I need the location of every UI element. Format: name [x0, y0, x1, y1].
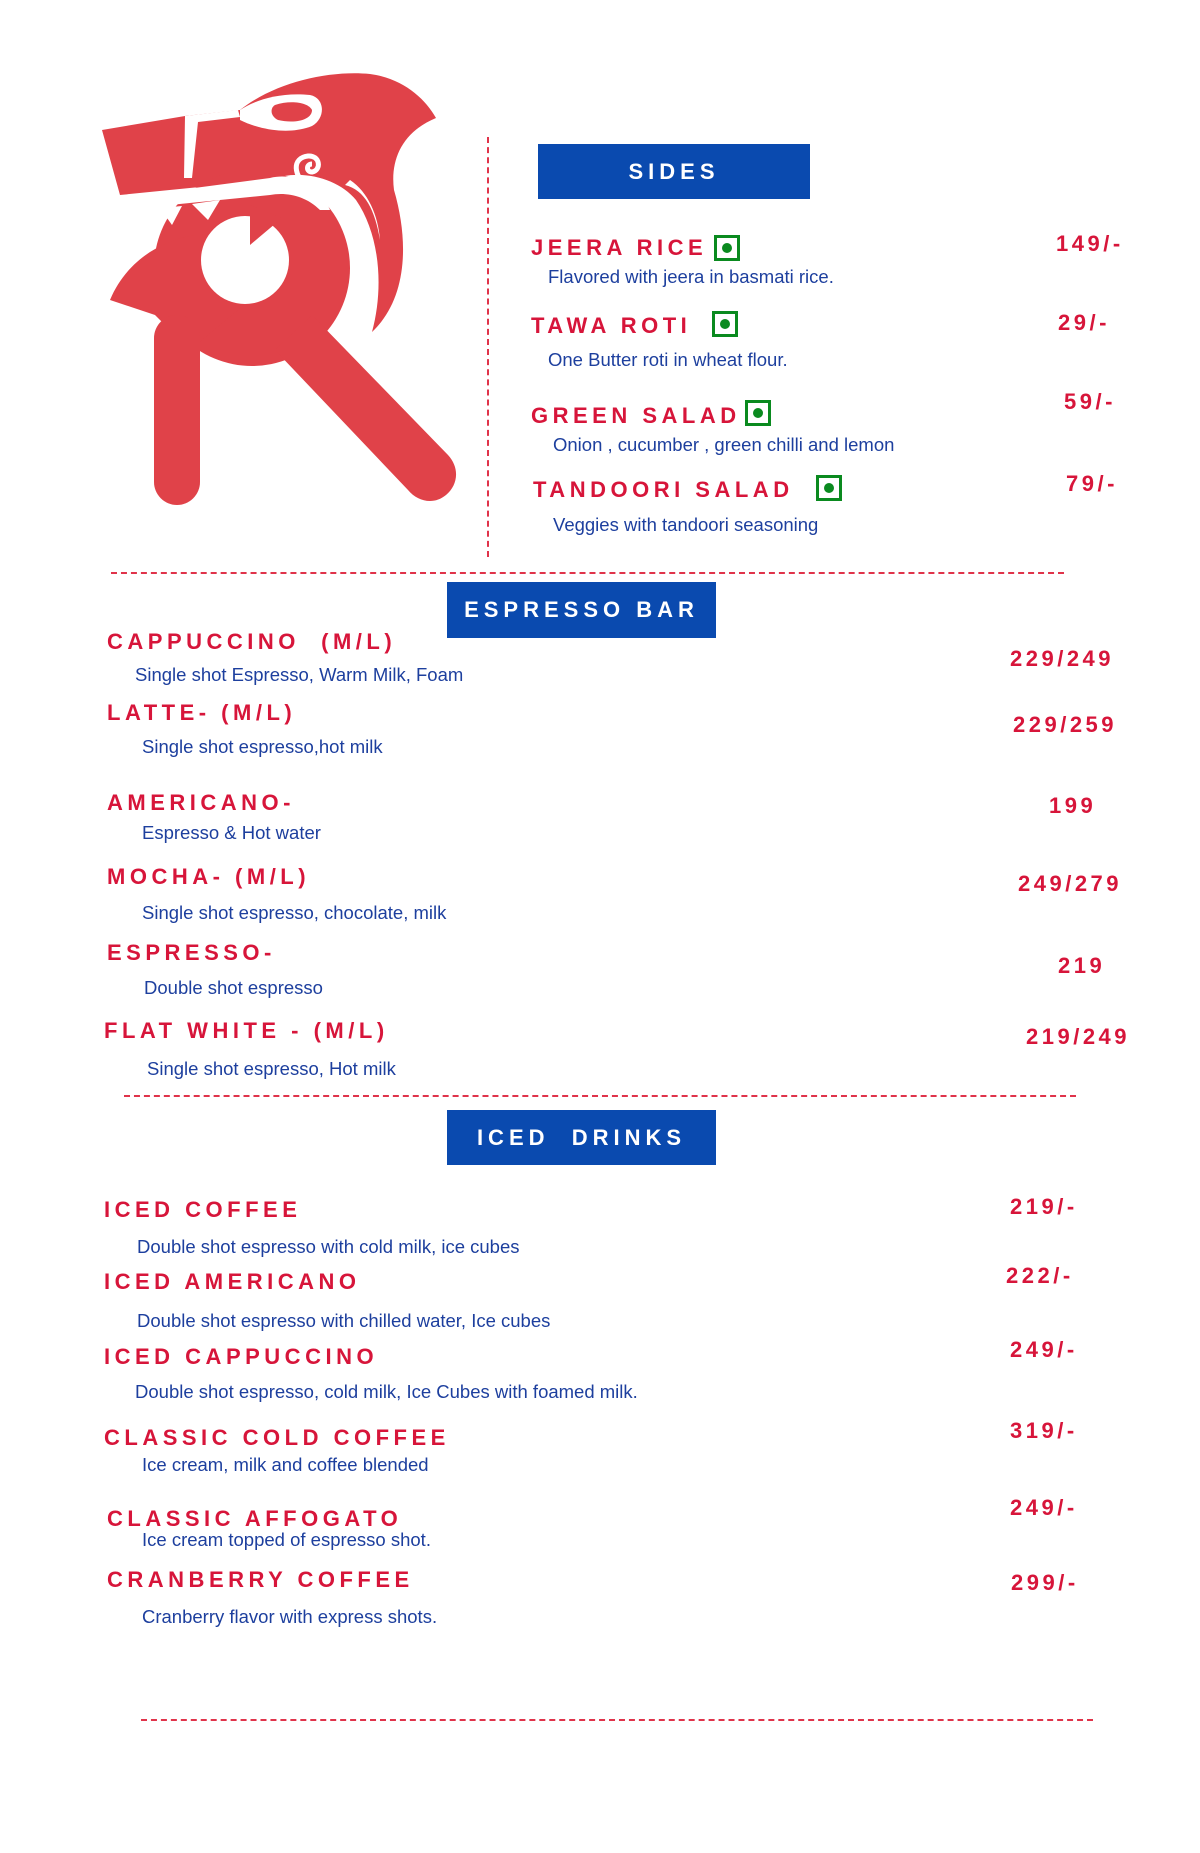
item-name: CLASSIC AFFOGATO: [107, 1506, 403, 1531]
espresso-bar-header: ESPRESSO BAR: [447, 582, 716, 638]
item-name: CAPPUCCINO (M/L): [107, 629, 397, 654]
item-desc: Single shot espresso,hot milk: [142, 736, 383, 757]
item-price: 219/249: [1026, 1024, 1131, 1049]
item-desc: Double shot espresso, cold milk, Ice Cub…: [135, 1381, 638, 1402]
item-desc: Double shot espresso: [144, 977, 323, 998]
item-desc: Double shot espresso with chilled water,…: [137, 1310, 551, 1331]
item-name: LATTE- (M/L): [107, 700, 297, 725]
iced-drinks-header: ICED DRINKS: [447, 1110, 716, 1165]
section-divider: [141, 1719, 1093, 1721]
item-price: 249/-: [1010, 1495, 1078, 1520]
section-divider: [124, 1095, 1076, 1097]
item-desc: Onion , cucumber , green chilli and lemo…: [553, 434, 895, 455]
item-name: GREEN SALAD: [531, 403, 741, 428]
item-price: 229/259: [1013, 712, 1118, 737]
veg-icon: [714, 235, 740, 261]
sides-header: SIDES: [538, 144, 810, 199]
item-name: MOCHA- (M/L): [107, 864, 311, 889]
item-price: 249/279: [1018, 871, 1123, 896]
item-price: 79/-: [1066, 471, 1118, 496]
item-name: ICED AMERICANO: [104, 1269, 361, 1294]
item-desc: Ice cream, milk and coffee blended: [142, 1454, 429, 1475]
item-price: 319/-: [1010, 1418, 1078, 1443]
item-price: 149/-: [1056, 231, 1124, 256]
item-price: 59/-: [1064, 389, 1116, 414]
item-name: TAWA ROTI: [531, 313, 692, 338]
veg-icon: [745, 400, 771, 426]
item-price: 219/-: [1010, 1194, 1078, 1219]
vertical-divider: [487, 137, 489, 557]
item-name: AMERICANO-: [107, 790, 295, 815]
item-price: 229/249: [1010, 646, 1115, 671]
item-price: 222/-: [1006, 1263, 1074, 1288]
brand-logo: [102, 73, 457, 505]
item-price: 29/-: [1058, 310, 1110, 335]
section-divider: [111, 572, 1064, 574]
veg-icon: [712, 311, 738, 337]
item-desc: Single shot Espresso, Warm Milk, Foam: [135, 664, 464, 685]
item-name: FLAT WHITE - (M/L): [104, 1018, 389, 1043]
item-name: ICED CAPPUCCINO: [104, 1344, 379, 1369]
item-desc: Flavored with jeera in basmati rice.: [548, 266, 834, 287]
item-name: CLASSIC COLD COFFEE: [104, 1425, 450, 1450]
item-desc: Cranberry flavor with express shots.: [142, 1606, 438, 1627]
item-desc: Single shot espresso, Hot milk: [147, 1058, 396, 1079]
item-desc: Ice cream topped of espresso shot.: [142, 1529, 431, 1550]
item-price: 299/-: [1011, 1570, 1079, 1595]
item-name: TANDOORI SALAD: [533, 477, 794, 502]
item-desc: Single shot espresso, chocolate, milk: [142, 902, 447, 923]
item-name: CRANBERRY COFFEE: [107, 1567, 414, 1592]
item-desc: One Butter roti in wheat flour.: [548, 349, 788, 370]
item-name: ICED COFFEE: [104, 1197, 302, 1222]
item-desc: Double shot espresso with cold milk, ice…: [137, 1236, 520, 1257]
item-name: JEERA RICE: [531, 235, 708, 260]
item-price: 199: [1049, 793, 1097, 818]
item-price: 219: [1058, 953, 1106, 978]
item-desc: Veggies with tandoori seasoning: [553, 514, 819, 535]
item-name: ESPRESSO-: [107, 940, 276, 965]
item-desc: Espresso & Hot water: [142, 822, 321, 843]
veg-icon: [816, 475, 842, 501]
item-price: 249/-: [1010, 1337, 1078, 1362]
